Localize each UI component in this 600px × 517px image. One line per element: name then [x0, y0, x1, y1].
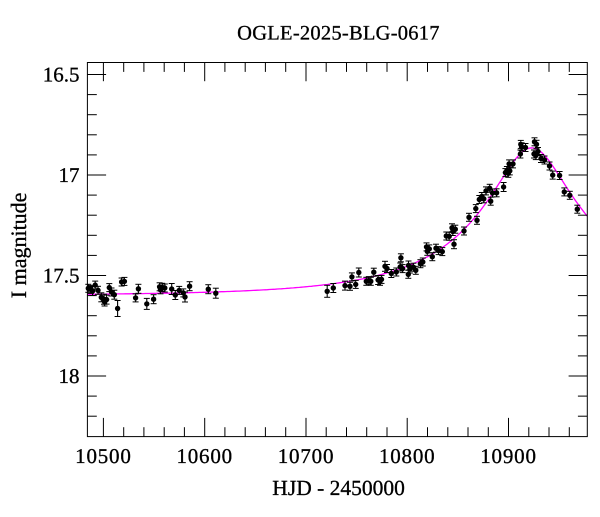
- svg-text:10600: 10600: [176, 444, 233, 468]
- svg-text:HJD - 2450000: HJD - 2450000: [272, 476, 405, 500]
- svg-text:17: 17: [59, 163, 80, 187]
- svg-text:17.5: 17.5: [43, 264, 80, 288]
- svg-text:I magnitude: I magnitude: [6, 193, 31, 299]
- svg-text:18: 18: [59, 364, 80, 388]
- svg-text:16.5: 16.5: [43, 63, 80, 87]
- svg-text:OGLE-2025-BLG-0617: OGLE-2025-BLG-0617: [237, 23, 440, 45]
- svg-text:10900: 10900: [480, 444, 537, 468]
- svg-text:10800: 10800: [379, 444, 436, 468]
- svg-text:10700: 10700: [278, 444, 335, 468]
- svg-text:10500: 10500: [75, 444, 132, 468]
